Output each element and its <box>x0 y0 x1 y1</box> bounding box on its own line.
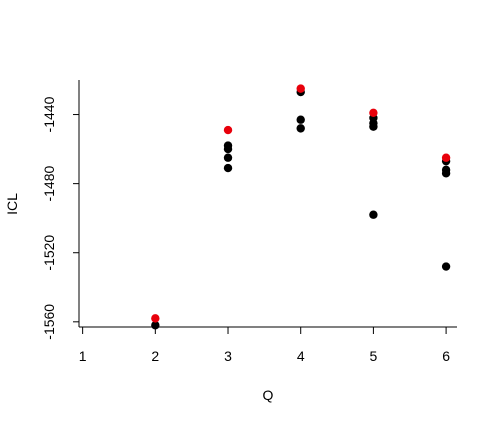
best-point <box>223 125 233 135</box>
x-axis-title: Q <box>263 387 274 403</box>
data-point <box>223 153 233 162</box>
x-tick-label: 6 <box>442 348 450 364</box>
data-point <box>151 321 160 330</box>
y-tick-label: -1440 <box>41 96 57 132</box>
data-point <box>441 169 451 178</box>
y-axis: -1440 -1480 -1520 -1560 <box>41 80 80 340</box>
x-tick-label: 1 <box>79 348 87 364</box>
data-point <box>369 210 378 219</box>
x-tick-label: 2 <box>151 348 159 364</box>
y-tick-label: -1480 <box>41 166 57 202</box>
data-point <box>296 115 305 124</box>
best-point <box>369 108 378 118</box>
data-point <box>223 163 233 173</box>
y-tick-label: -1520 <box>41 235 57 271</box>
y-axis-title: ICL <box>4 193 20 215</box>
data-point <box>296 124 305 133</box>
x-tick-label: 5 <box>370 348 378 364</box>
data-points <box>151 84 451 330</box>
best-point <box>441 153 451 162</box>
best-point <box>151 314 160 323</box>
best-point <box>296 84 305 93</box>
data-point <box>369 122 378 131</box>
data-point <box>441 262 451 271</box>
x-tick-label: 4 <box>297 348 305 364</box>
x-tick-label: 3 <box>224 348 232 364</box>
data-point <box>223 144 233 154</box>
x-axis: 1 2 3 4 5 6 <box>79 326 457 364</box>
y-tick-label: -1560 <box>41 304 57 340</box>
